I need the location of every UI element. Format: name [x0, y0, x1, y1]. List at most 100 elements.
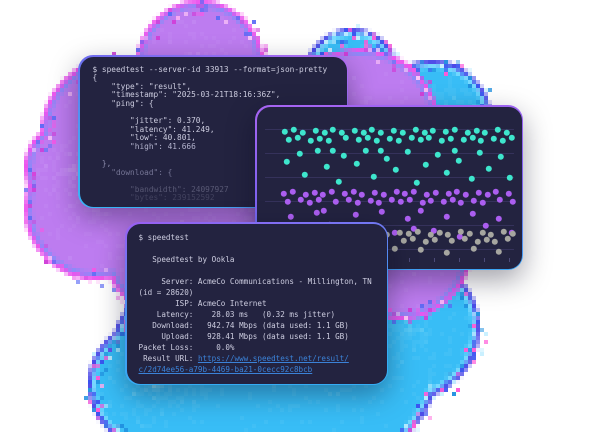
scatter-dot	[380, 191, 387, 198]
scatter-dot	[481, 129, 488, 136]
scatter-dot	[345, 196, 352, 203]
scatter-dot	[319, 191, 326, 198]
scatter-dot	[434, 151, 441, 158]
scatter-dot	[443, 169, 450, 176]
scatter-dot	[457, 228, 464, 235]
scatter-dot	[468, 175, 475, 182]
scatter-dot	[469, 134, 476, 141]
scatter-dot	[367, 197, 374, 204]
scatter-dot	[281, 128, 288, 135]
scatter-dot	[371, 189, 378, 196]
scatter-dot	[404, 148, 411, 155]
scatter-dot	[294, 134, 301, 141]
terminal-line: ISP: AcmeCo Internet	[138, 298, 267, 308]
scatter-dot	[451, 126, 458, 133]
scatter-dot	[341, 190, 348, 197]
scatter-dot	[491, 238, 498, 245]
scatter-dot	[462, 191, 469, 198]
scatter-dot	[404, 215, 411, 222]
scatter-dot	[400, 237, 407, 244]
scatter-dot	[443, 213, 450, 220]
terminal-line: Download: 942.74 Mbps (data used: 1.1 GB…	[138, 320, 349, 330]
scatter-dot	[423, 191, 430, 198]
scatter-dot	[413, 179, 420, 186]
scatter-dot	[495, 248, 502, 255]
scatter-dot	[412, 126, 419, 133]
scatter-dot	[482, 222, 489, 229]
scatter-dot	[483, 236, 490, 243]
scatter-dot	[427, 197, 434, 204]
scatter-dot	[466, 230, 473, 237]
scatter-dot	[329, 126, 336, 133]
scatter-dot	[325, 137, 332, 144]
scatter-dot	[329, 147, 336, 154]
scatter-dot	[328, 188, 335, 195]
terminal-line: Speedtest by Ookla	[138, 254, 235, 264]
scatter-dot	[335, 178, 342, 185]
terminal-line: "jitter": 0.370,	[92, 116, 206, 126]
scatter-dot	[410, 188, 417, 195]
scatter-dot	[470, 197, 477, 204]
terminal-line: Latency: 28.03 ms (0.32 ms jitter)	[138, 309, 336, 319]
result-url-link[interactable]: c/2d74ee56-a79b-4469-ba21-0cecc92c8bcb	[138, 364, 313, 374]
scatter-dot	[432, 189, 439, 196]
scatter-dot	[422, 161, 429, 168]
scatter-dot	[443, 249, 450, 256]
scatter-dot	[477, 137, 484, 144]
gridline	[264, 176, 514, 178]
scatter-dot	[475, 189, 482, 196]
scatter-dot	[312, 127, 319, 134]
scatter-dot	[284, 198, 291, 205]
terminal-window-speedtest: $ speedtest Speedtest by Ookla Server: A…	[125, 222, 388, 385]
scatter-dot	[487, 231, 494, 238]
scatter-dot	[445, 190, 452, 197]
scatter-dot	[355, 136, 362, 143]
result-url-link[interactable]: https://www.speedtest.net/result/	[197, 353, 349, 363]
terminal-line: "ping": {	[92, 98, 154, 108]
scatter-dot	[364, 134, 371, 141]
terminal-line: "timestamp": "2025-03-21T18:16:36Z",	[92, 90, 281, 100]
scatter-dot	[302, 191, 309, 198]
scatter-dot	[495, 215, 502, 222]
terminal-line: "latency": 41.249,	[92, 124, 215, 134]
scatter-dot	[494, 126, 501, 133]
scatter-dot	[290, 126, 297, 133]
scatter-dot	[470, 245, 477, 252]
scatter-dot	[442, 128, 449, 135]
scatter-dot	[427, 231, 434, 238]
scatter-dot	[396, 229, 403, 236]
scatter-dot	[496, 196, 503, 203]
scatter-dot	[473, 127, 480, 134]
scatter-dot	[405, 230, 412, 237]
result-url-row: Result URL: https://www.speedtest.net/re…	[139, 353, 387, 364]
scatter-dot	[368, 126, 375, 133]
scatter-dot	[421, 129, 428, 136]
scatter-dot	[353, 160, 360, 167]
terminal-json-output: $ speedtest --server-id 33913 --format=j…	[80, 57, 347, 204]
scatter-dot	[373, 137, 380, 144]
scatter-dot	[504, 235, 511, 242]
terminal-line: "bandwidth": 24097927	[92, 184, 229, 194]
scatter-dot	[383, 155, 390, 162]
scatter-dot	[451, 147, 458, 154]
scatter-dot	[316, 135, 323, 142]
terminal-line: "type": "result",	[92, 81, 192, 91]
scatter-dot	[479, 199, 486, 206]
scatter-dot	[469, 210, 476, 217]
scatter-dot	[410, 225, 417, 232]
scatter-dot	[474, 238, 481, 245]
scatter-dot	[351, 127, 358, 134]
scatter-dot	[500, 228, 507, 235]
scatter-dot	[485, 165, 492, 172]
scatter-dot	[448, 237, 455, 244]
scatter-dot	[311, 189, 318, 196]
scatter-dot	[430, 227, 437, 234]
scatter-dot	[453, 188, 460, 195]
scatter-dot	[354, 199, 361, 206]
scatter-dot	[464, 129, 471, 136]
scatter-dot	[492, 188, 499, 195]
scatter-dot	[283, 158, 290, 165]
scatter-dot	[352, 211, 359, 218]
scatter-dot	[417, 207, 424, 214]
scatter-dot	[307, 137, 314, 144]
